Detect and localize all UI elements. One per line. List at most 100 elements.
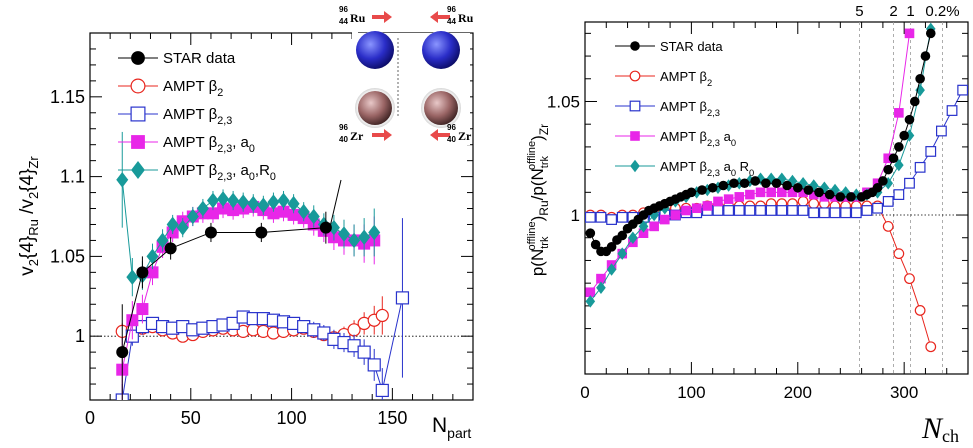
x-tick-label: 200 xyxy=(784,383,812,402)
centrality-label: 1 xyxy=(906,3,914,20)
data-point xyxy=(585,228,596,238)
data-point xyxy=(723,194,734,204)
data-point xyxy=(824,189,835,200)
y-tick-label: 1 xyxy=(571,206,580,225)
legend-marker xyxy=(630,159,640,173)
ru-nucleus-right xyxy=(422,31,460,69)
data-point xyxy=(697,185,707,195)
data-point xyxy=(713,196,723,207)
ru-atomic-number-right: 44 xyxy=(447,17,456,26)
data-point xyxy=(872,182,883,193)
right-axis-ticks: 0 100 200 300 1 1.05 xyxy=(547,22,969,402)
data-point xyxy=(176,219,189,236)
data-point xyxy=(718,180,729,191)
legend-label: AMPT β2,3 a0 xyxy=(660,129,736,148)
data-point xyxy=(297,203,310,220)
data-point xyxy=(755,205,766,216)
data-point xyxy=(777,172,787,185)
data-point xyxy=(257,197,270,214)
centrality-label: 5 xyxy=(855,3,863,20)
data-point xyxy=(936,125,947,137)
legend-entry: AMPT β2,3 xyxy=(615,99,720,118)
data-point xyxy=(925,28,936,39)
data-point xyxy=(893,248,905,260)
data-point xyxy=(739,178,750,189)
data-point xyxy=(883,164,894,175)
data-point xyxy=(925,146,937,157)
series-3 xyxy=(116,197,381,400)
data-point xyxy=(628,231,638,244)
legend-marker xyxy=(130,78,146,94)
data-point xyxy=(126,269,139,285)
ylabel-sub: Ru xyxy=(537,200,551,215)
data-point xyxy=(798,187,808,198)
data-point xyxy=(819,192,830,202)
data-point xyxy=(787,187,798,198)
data-point xyxy=(899,130,909,141)
data-point xyxy=(771,178,782,189)
left-data-series xyxy=(115,131,410,400)
data-point xyxy=(358,229,371,246)
data-point xyxy=(850,207,862,219)
legend-entry: STAR data xyxy=(118,50,236,67)
data-point xyxy=(818,207,830,219)
data-point xyxy=(670,210,681,220)
legend-entry: AMPT β2 xyxy=(118,78,223,99)
xlabel-main: N xyxy=(921,412,944,445)
data-point xyxy=(808,207,820,219)
legend-label: AMPT β2 xyxy=(660,69,712,88)
legend-label: STAR data xyxy=(660,39,723,54)
data-point xyxy=(287,195,300,212)
data-point xyxy=(888,153,899,164)
data-point xyxy=(585,211,596,223)
arrow-right-icon xyxy=(372,129,392,141)
legend-marker xyxy=(630,41,640,51)
data-point xyxy=(357,345,371,359)
data-point xyxy=(723,179,734,192)
ylabel-sub: trk xyxy=(539,236,551,249)
ylabel-part: {4} xyxy=(17,169,38,192)
data-point xyxy=(375,383,389,398)
data-point xyxy=(616,211,628,223)
left-legend: STAR data AMPT β2 AMPT β2,3 AMPT β2,3, a0 AM… xyxy=(118,50,342,228)
data-point xyxy=(957,84,968,96)
data-point xyxy=(914,305,926,316)
x-tick-label: 150 xyxy=(377,408,407,428)
legend-marker xyxy=(131,135,145,149)
data-point xyxy=(904,28,915,39)
left-x-axis-label: Npart xyxy=(432,414,471,441)
ylabel-part: ) xyxy=(528,135,547,141)
data-point xyxy=(686,187,697,198)
ylabel-part: p(N xyxy=(528,249,547,276)
data-point xyxy=(227,192,240,209)
xlabel-sub: part xyxy=(447,425,471,441)
ylabel-sub: Zr xyxy=(537,124,551,135)
legend-entry: AMPT β2,3 a0 R0 xyxy=(615,159,754,178)
data-point xyxy=(217,191,230,207)
ylabel-sub: 2 xyxy=(26,192,41,199)
data-point xyxy=(734,192,745,202)
data-point xyxy=(267,207,280,220)
data-point xyxy=(585,287,596,298)
data-point xyxy=(186,208,199,225)
data-point xyxy=(166,216,179,233)
centrality-label: 0.2% xyxy=(925,3,959,20)
data-point xyxy=(745,189,755,200)
data-point xyxy=(164,242,177,255)
xlabel-sub: ch xyxy=(942,426,959,446)
ru-symbol-right: Ru xyxy=(458,11,474,25)
data-point xyxy=(882,220,894,232)
y-tick-label: 1.15 xyxy=(50,87,85,107)
legend-marker xyxy=(630,131,640,141)
data-point xyxy=(776,205,788,216)
legend-label: AMPT β2 xyxy=(163,78,223,99)
ylabel-part: v xyxy=(17,266,38,276)
data-point xyxy=(846,192,856,202)
legend-label: AMPT β2,3, a0,R0 xyxy=(163,162,276,183)
legend-marker xyxy=(131,51,145,65)
data-point xyxy=(766,172,776,185)
arrow-left-icon xyxy=(430,129,450,141)
data-point xyxy=(337,226,350,242)
ylabel-part: /p(N xyxy=(528,168,547,200)
